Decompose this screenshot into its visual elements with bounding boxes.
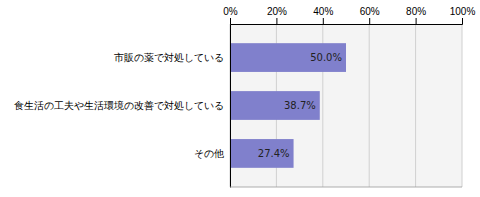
tick-mark: [416, 18, 417, 24]
bars: [230, 43, 346, 168]
tick-label: 100%: [450, 6, 476, 17]
tick: 60%: [360, 6, 380, 24]
tick: 市販の薬で対処している: [114, 52, 230, 63]
y-axis: 市販の薬で対処している食生活の工夫や生活環境の改善で対処しているその他: [14, 25, 231, 188]
data-labels: 50.0% 38.7% 27.4%: [258, 52, 342, 159]
tick-mark: [369, 18, 370, 24]
tick: 80%: [406, 6, 426, 24]
plot-background: [230, 24, 462, 187]
tick: 0%: [223, 6, 238, 24]
bar: [230, 43, 346, 72]
grid-line: [230, 24, 231, 187]
data-label: 27.4%: [258, 148, 290, 159]
category-label: その他: [194, 148, 224, 159]
category-label: 市販の薬で対処している: [114, 52, 224, 63]
tick: 20%: [267, 6, 287, 24]
tick-mark: [276, 18, 277, 24]
axis-line: [231, 18, 463, 25]
grid-line: [462, 24, 463, 187]
tick: 食生活の工夫や生活環境の改善で対処している: [14, 100, 230, 111]
tick: その他: [194, 148, 230, 159]
x-axis: 0% 20% 40% 60% 80% 100%: [223, 6, 475, 25]
data-label: 38.7%: [284, 100, 316, 111]
chart: 0% 20% 40% 60% 80% 100% 市販の薬で対処している食生活の工夫や生活環境…: [0, 0, 480, 197]
tick-label: 20%: [267, 6, 287, 17]
tick-label: 40%: [313, 6, 333, 17]
tick-label: 80%: [406, 6, 426, 17]
category-label: 食生活の工夫や生活環境の改善で対処している: [14, 100, 224, 111]
data-label: 50.0%: [310, 52, 342, 63]
axis-line: [230, 25, 231, 188]
tick-mark: [323, 18, 324, 24]
frame-line: [230, 187, 462, 188]
plot: 0% 20% 40% 60% 80% 100% 市販の薬で対処している食生活の工夫や生活環境…: [14, 6, 475, 188]
tick-mark: [462, 18, 463, 24]
grid-line: [369, 24, 370, 187]
tick: 40%: [313, 6, 333, 24]
tick-mark: [230, 18, 231, 24]
bar: [230, 139, 294, 168]
tick: 100%: [450, 6, 476, 24]
grid: [230, 24, 462, 187]
bar: [230, 91, 320, 120]
grid-line: [415, 24, 416, 187]
tick-label: 60%: [360, 6, 380, 17]
tick-label: 0%: [223, 6, 238, 17]
